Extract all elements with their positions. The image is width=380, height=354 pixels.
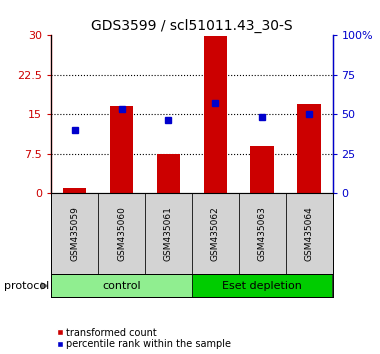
Text: GSM435063: GSM435063: [258, 206, 267, 261]
Bar: [297, 104, 321, 193]
Bar: [98, 193, 145, 274]
Bar: [157, 154, 180, 193]
Text: control: control: [102, 281, 141, 291]
Legend: transformed count, percentile rank within the sample: transformed count, percentile rank withi…: [56, 328, 231, 349]
Text: GSM435062: GSM435062: [211, 206, 220, 261]
Text: GSM435064: GSM435064: [304, 206, 313, 261]
Text: GSM435059: GSM435059: [70, 206, 79, 261]
Title: GDS3599 / scl51011.43_30-S: GDS3599 / scl51011.43_30-S: [91, 19, 293, 33]
Bar: [192, 193, 239, 274]
Bar: [110, 106, 133, 193]
Text: Eset depletion: Eset depletion: [222, 281, 302, 291]
Bar: [51, 274, 192, 297]
Text: GSM435061: GSM435061: [164, 206, 173, 261]
Text: protocol: protocol: [4, 281, 49, 291]
Bar: [239, 193, 286, 274]
Bar: [204, 36, 227, 193]
Bar: [145, 193, 192, 274]
Bar: [63, 188, 86, 193]
Bar: [192, 274, 332, 297]
Bar: [51, 193, 98, 274]
Bar: [286, 193, 332, 274]
Bar: [250, 146, 274, 193]
Text: GSM435060: GSM435060: [117, 206, 126, 261]
